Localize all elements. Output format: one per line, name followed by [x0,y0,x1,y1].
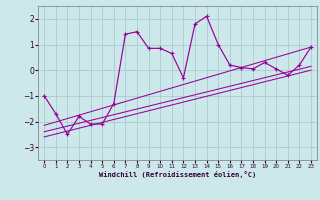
X-axis label: Windchill (Refroidissement éolien,°C): Windchill (Refroidissement éolien,°C) [99,171,256,178]
